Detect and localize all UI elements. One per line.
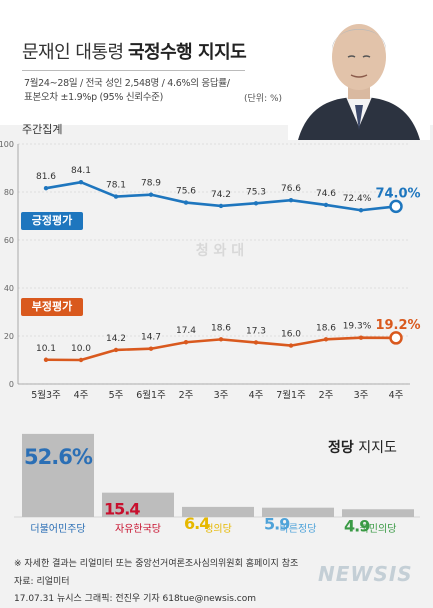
data-point	[43, 185, 49, 191]
survey-meta-line2: 표본오차 ±1.9%p (95% 신뢰수준)	[24, 92, 164, 103]
data-label: 84.1	[71, 166, 91, 176]
party-chart-title: 정당 지지도	[328, 437, 397, 457]
x-tick-label: 4주	[74, 390, 89, 401]
legend-positive: 긍정평가	[21, 212, 83, 230]
data-label: 78.1	[106, 181, 126, 191]
x-tick-label: 4주	[389, 390, 404, 401]
data-label: 19.2%	[375, 318, 420, 333]
party-value-label: 6.4	[184, 514, 210, 533]
source: 자료: 리얼미터	[14, 577, 70, 587]
x-tick-label: 7월1주	[276, 389, 306, 401]
data-point	[148, 346, 154, 351]
data-label: 17.3	[246, 326, 266, 336]
data-point	[113, 194, 119, 199]
data-point	[253, 201, 259, 206]
y-tick-label: 20	[4, 332, 14, 341]
newsis-logo: NEWSIS	[318, 562, 413, 586]
x-tick-label: 4주	[249, 390, 264, 401]
data-point	[43, 357, 49, 362]
data-label: 78.9	[141, 179, 161, 189]
watermark-text: 청 와 대	[195, 243, 245, 259]
data-point	[389, 331, 403, 345]
data-label: 17.4	[176, 326, 196, 336]
data-label: 74.2	[211, 190, 231, 200]
data-point	[358, 335, 364, 340]
data-point	[113, 347, 119, 353]
party-bar	[102, 492, 174, 517]
party-category-label: 더불어민주당	[30, 523, 85, 535]
party-value-label: 5.9	[264, 515, 290, 534]
x-tick-label: 5월3주	[31, 389, 61, 401]
data-label: 14.7	[141, 333, 161, 343]
data-point	[218, 337, 224, 342]
party-category-label: 국민의당	[360, 523, 397, 535]
data-label: 18.6	[316, 323, 336, 333]
party-title-bold: 정당	[328, 440, 354, 456]
credit: 17.07.31 뉴시스 그래픽: 전진우 기자 618tue@newsis.c…	[14, 594, 257, 604]
party-value-label: 15.4	[104, 500, 140, 519]
y-tick-label: 40	[4, 284, 14, 293]
data-point	[78, 179, 84, 185]
title-divider	[22, 70, 245, 71]
data-label: 75.3	[246, 187, 266, 197]
data-label: 10.1	[36, 344, 56, 354]
party-value-label: 4.9	[344, 516, 370, 535]
data-label: 81.6	[36, 172, 56, 182]
data-point	[183, 200, 189, 205]
y-tick-label: 60	[4, 236, 14, 245]
data-label: 72.4%	[343, 194, 372, 204]
data-point	[389, 199, 403, 214]
data-point	[253, 340, 259, 345]
legend-negative: 부정평가	[21, 298, 83, 316]
data-point	[323, 337, 329, 342]
president-portrait	[288, 5, 430, 140]
party-category-label: 자유한국당	[115, 523, 161, 535]
unit-label: (단위: %)	[244, 94, 283, 104]
party-title-plain: 지지도	[358, 440, 397, 456]
data-point	[218, 203, 224, 209]
data-label: 18.6	[211, 323, 231, 333]
data-label: 14.2	[106, 334, 126, 344]
footnote: ※ 자세한 결과는 리얼미터 또는 중앙선거여론조사심의위원회 홈페이지 참조	[14, 559, 299, 569]
data-point	[288, 197, 294, 203]
data-point	[288, 343, 294, 348]
data-label: 74.6	[316, 189, 336, 199]
x-tick-label: 6월1주	[136, 389, 166, 401]
x-tick-label: 3주	[354, 390, 369, 401]
x-tick-label: 2주	[179, 390, 194, 401]
survey-meta-line1: 7월24~28일 / 전국 성인 2,548명 / 4.6%의 응답률/	[24, 78, 230, 89]
survey-meta: 7월24~28일 / 전국 성인 2,548명 / 4.6%의 응답률/ 표본오…	[24, 77, 230, 105]
y-tick-label: 100	[0, 140, 14, 149]
data-label: 74.0%	[375, 186, 420, 201]
x-tick-label: 2주	[319, 390, 334, 401]
party-bar	[182, 506, 254, 517]
y-tick-label: 0	[9, 380, 14, 389]
party-value-label: 52.6%	[24, 445, 93, 469]
title-bold: 국정수행 지지도	[128, 42, 247, 63]
x-tick-label: 3주	[214, 390, 229, 401]
title-plain: 문재인 대통령	[22, 42, 124, 63]
data-label: 10.0	[71, 344, 91, 354]
data-point	[323, 202, 329, 208]
data-point	[148, 192, 154, 197]
data-point	[78, 357, 84, 363]
data-point	[183, 340, 189, 345]
trend-chart-title: 주간집계	[22, 123, 63, 136]
data-point	[358, 208, 364, 213]
approval-trend-chart: 0 20 40 60 80 100 5월3주 4주 5주 6월1주 2주 3주 4주 7월1주 2주 3주 4주…	[0, 140, 421, 401]
data-label: 75.6	[176, 187, 196, 197]
party-category-label: 바른정당	[280, 523, 317, 535]
party-bar	[342, 509, 414, 517]
party-bar	[262, 507, 334, 517]
x-tick-label: 5주	[109, 390, 124, 401]
data-label: 16.0	[281, 330, 301, 340]
party-bar	[22, 433, 94, 517]
data-label: 19.3%	[343, 322, 372, 332]
party-category-label: 정의당	[204, 523, 232, 535]
y-tick-label: 80	[4, 188, 14, 197]
data-label: 76.6	[281, 184, 301, 194]
